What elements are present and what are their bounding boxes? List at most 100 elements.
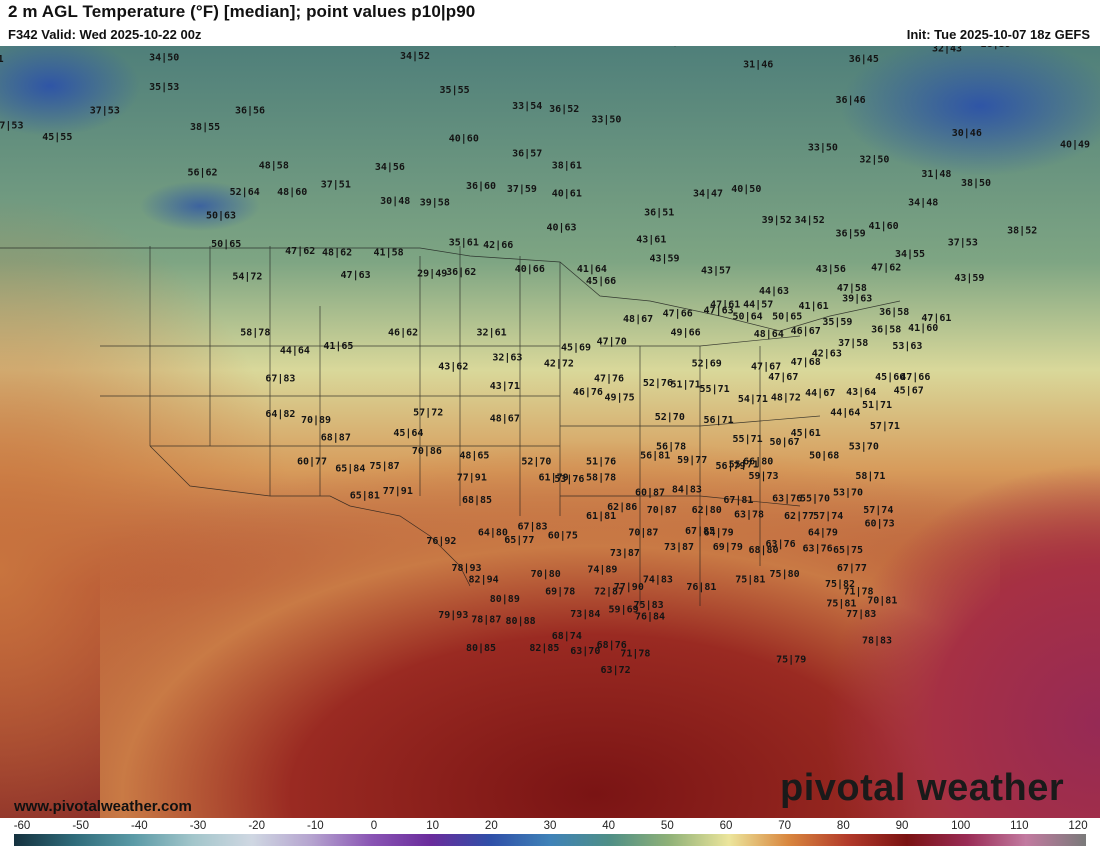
colorbar-tick: 90 <box>895 820 909 832</box>
point-value: 55|70 <box>800 493 830 504</box>
point-value: 41|61 <box>799 301 829 312</box>
colorbar-tick: 70 <box>778 820 792 832</box>
point-value: 49|66 <box>671 328 701 339</box>
point-value: 56|78 <box>656 442 686 453</box>
cold-region-northwest <box>0 46 140 136</box>
point-value: 38|52 <box>1007 225 1037 236</box>
point-value: 47|70 <box>597 336 627 347</box>
point-value: 54|71 <box>738 394 768 405</box>
colorbar-tick: 120 <box>1068 820 1088 832</box>
point-value: 50|67 <box>770 437 800 448</box>
colorbar-tick: 100 <box>951 820 971 832</box>
point-value: 47|53 <box>0 120 23 131</box>
point-value: 75|83 <box>634 600 664 611</box>
colorbar-tick: 40 <box>602 820 616 832</box>
point-value: 73|84 <box>570 609 600 620</box>
point-value: 45|55 <box>42 132 72 143</box>
point-value: 35|61 <box>449 237 479 248</box>
point-value: 53|70 <box>833 487 863 498</box>
point-value: 76|81 <box>686 582 716 593</box>
point-value: 60|77 <box>297 456 327 467</box>
point-value: 36|56 <box>235 106 265 117</box>
point-value: 47|66 <box>900 372 930 383</box>
point-value: 75|79 <box>776 655 806 666</box>
point-value: 45|61 <box>791 428 821 439</box>
temperature-map[interactable]: 33|4534|4438|5037|5146|5447|5345|5534|52… <box>0 46 1100 818</box>
point-value: 34|52 <box>400 51 430 62</box>
point-value: 46|62 <box>388 328 418 339</box>
point-value: 56|79 <box>715 461 745 472</box>
point-value: 29|49 <box>417 268 447 279</box>
point-value: 40|61 <box>552 188 582 199</box>
point-value: 63|76 <box>772 493 802 504</box>
colorbar-tick: 0 <box>370 820 378 832</box>
point-value: 52|70 <box>521 456 551 467</box>
point-value: 51|71 <box>862 400 892 411</box>
point-value: 34|56 <box>375 162 405 173</box>
point-value: 78|83 <box>862 635 892 646</box>
point-value: 37|58 <box>838 338 868 349</box>
point-value: 72|87 <box>594 587 624 598</box>
point-value: 41|60 <box>869 221 899 232</box>
point-value: 40|66 <box>515 264 545 275</box>
website-watermark: www.pivotalweather.com <box>14 798 192 815</box>
point-value: 44|57 <box>743 299 773 310</box>
point-value: 48|67 <box>623 314 653 325</box>
point-value: 50|65 <box>772 311 802 322</box>
point-value: 71|78 <box>843 587 873 598</box>
point-value: 58|78 <box>240 328 270 339</box>
point-value: 32|61 <box>477 328 507 339</box>
point-value: 69|79 <box>713 542 743 553</box>
point-value: 45|64 <box>393 428 423 439</box>
point-value: 75|81 <box>735 575 765 586</box>
point-value: 80|85 <box>466 643 496 654</box>
country-state-borders <box>0 246 901 606</box>
point-values: 33|4534|4438|5037|5146|5447|5345|5534|52… <box>0 46 1090 676</box>
point-value: 28|39 <box>981 46 1011 50</box>
point-value: 34|52 <box>795 215 825 226</box>
point-value: 64|80 <box>478 527 508 538</box>
point-value: 60|75 <box>548 530 578 541</box>
point-value: 43|57 <box>701 265 731 276</box>
point-value: 73|87 <box>610 548 640 559</box>
point-value: 50|65 <box>211 239 241 250</box>
colorbar-tick: 30 <box>543 820 557 832</box>
point-value: 34|55 <box>895 249 925 260</box>
point-value: 48|60 <box>277 187 307 198</box>
point-value: 84|83 <box>672 484 702 495</box>
point-value: 56|81 <box>640 450 670 461</box>
point-value: 51|76 <box>586 456 616 467</box>
point-value: 50|68 <box>809 450 839 461</box>
point-value: 48|72 <box>771 393 801 404</box>
point-value: 40|60 <box>449 134 479 145</box>
point-value: 57|72 <box>413 408 443 419</box>
point-value: 63|76 <box>766 539 796 550</box>
point-value: 74|89 <box>587 564 617 575</box>
point-value: 53|76 <box>554 474 584 485</box>
point-value: 61|79 <box>539 473 569 484</box>
colorbar-tick: -20 <box>248 820 265 832</box>
point-value: 43|59 <box>954 273 984 284</box>
point-value: 61|81 <box>586 511 616 522</box>
point-value: 58|71 <box>855 471 885 482</box>
point-value: 57|71 <box>870 421 900 432</box>
point-value: 29|48 <box>660 46 690 47</box>
point-value: 43|59 <box>649 254 679 265</box>
point-value: 30|48 <box>380 196 410 207</box>
point-value: 75|80 <box>770 569 800 580</box>
point-value: 65|75 <box>833 545 863 556</box>
point-value: 50|63 <box>206 211 236 222</box>
point-value: 39|52 <box>762 215 792 226</box>
point-value: 68|80 <box>748 545 778 556</box>
point-value: 45|67 <box>894 385 924 396</box>
point-value: 47|67 <box>768 372 798 383</box>
point-value: 59|77 <box>677 455 707 466</box>
point-value: 67|83 <box>517 521 547 532</box>
point-value: 42|66 <box>483 240 513 251</box>
point-value: 36|60 <box>466 181 496 192</box>
point-value: 42|72 <box>544 359 574 370</box>
cold-region-northeast <box>840 46 1100 176</box>
point-value: 39|63 <box>842 294 872 305</box>
point-value: 77|90 <box>614 582 644 593</box>
point-value: 67|83 <box>265 373 295 384</box>
